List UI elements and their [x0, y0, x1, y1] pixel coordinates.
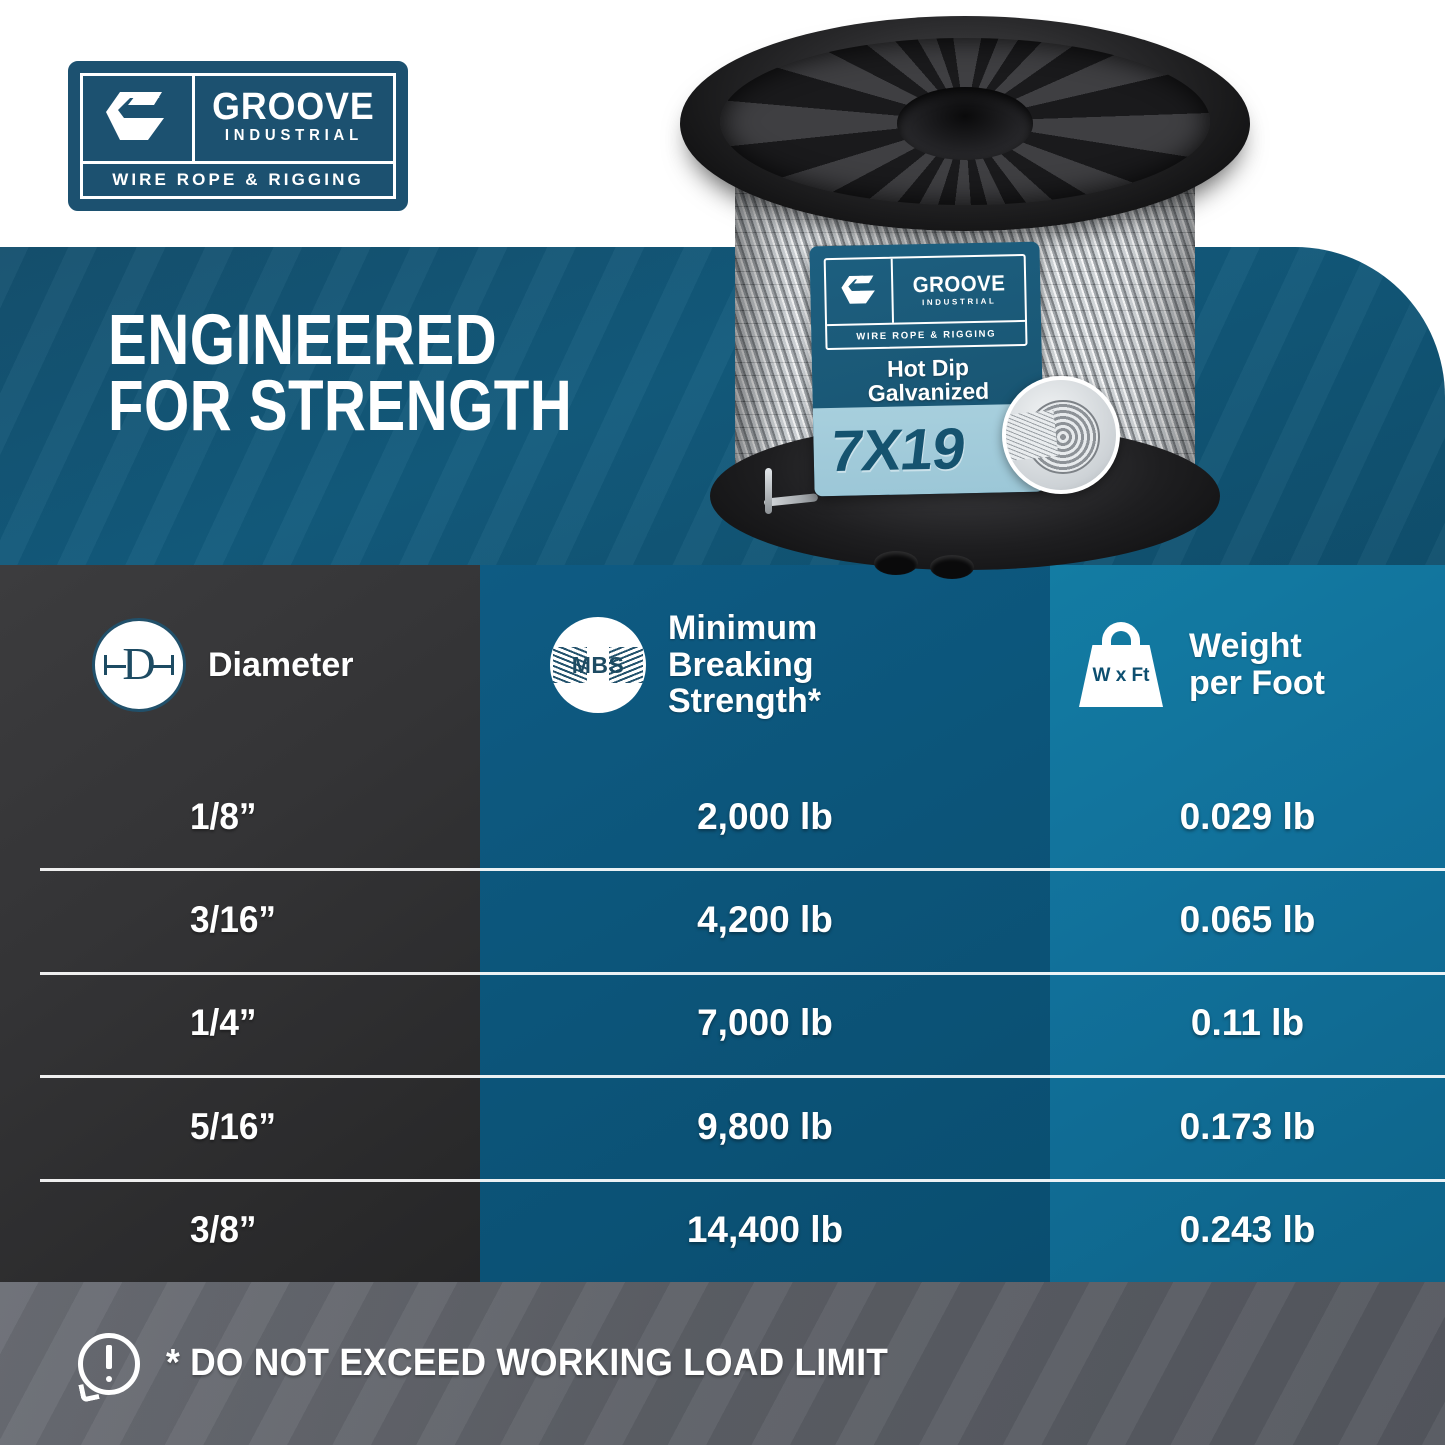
- table-row: 3/8” 14,400 lb 0.243 lb: [0, 1178, 1445, 1282]
- hero-line-2: FOR STRENGTH: [108, 367, 573, 447]
- label-brand: GROOVE: [912, 269, 1006, 297]
- mbs-icon-text: MBS: [571, 651, 625, 678]
- wire-rope-spool-photo: GROOVE INDUSTRIAL WIRE ROPE & RIGGING Ho…: [672, 6, 1257, 579]
- header-label-mbs-line-3: Strength*: [668, 682, 821, 721]
- row-divider: [40, 868, 1445, 872]
- cell-diameter: 5/16”: [190, 1105, 276, 1147]
- cable-cross-section-icon: [1002, 376, 1120, 494]
- cell-weight: 0.173 lb: [1179, 1105, 1316, 1147]
- cell-diameter: 3/8”: [190, 1209, 257, 1251]
- spool-hole-icon: [874, 551, 918, 575]
- product-label: GROOVE INDUSTRIAL WIRE ROPE & RIGGING Ho…: [809, 241, 1045, 497]
- cell-weight: 0.065 lb: [1179, 899, 1316, 941]
- cell-mbs: 4,200 lb: [697, 899, 833, 941]
- row-divider: [40, 971, 1445, 975]
- spool-hole-icon: [930, 555, 974, 579]
- column-diameter: [0, 565, 480, 1282]
- cable-pin-icon: [765, 468, 772, 514]
- cell-diameter: 1/8”: [190, 795, 257, 837]
- brand-logo: GROOVE INDUSTRIAL WIRE ROPE & RIGGING: [68, 61, 408, 211]
- groove-g-icon: [83, 76, 195, 161]
- groove-g-icon: [825, 258, 895, 325]
- row-divider: [40, 1178, 1445, 1182]
- header-label-mbs: Minimum Breaking Strength*: [668, 610, 821, 720]
- label-brand-tagline: WIRE ROPE & RIGGING: [856, 328, 997, 342]
- label-brand-sub: INDUSTRIAL: [921, 296, 997, 307]
- header-label-weight-line-2: per Foot: [1189, 664, 1325, 702]
- table-row: 3/16” 4,200 lb 0.065 lb: [0, 868, 1445, 971]
- label-construction: 7X19: [826, 416, 969, 485]
- header-cell-mbs: MBS Minimum Breaking Strength*: [480, 565, 1050, 765]
- diameter-icon-letter: D: [122, 638, 156, 690]
- footer-warning-bar: * DO NOT EXCEED WORKING LOAD LIMIT: [0, 1282, 1445, 1445]
- header-cell-weight: W x Ft Weight per Foot: [1050, 565, 1445, 765]
- cell-diameter: 3/16”: [190, 899, 276, 941]
- header-label-mbs-line-2: Breaking: [668, 645, 814, 684]
- table-row: 1/8” 2,000 lb 0.029 lb: [0, 765, 1445, 868]
- header-label-mbs-line-1: Minimum: [668, 608, 818, 647]
- logo-subtitle: INDUSTRIAL: [224, 127, 363, 145]
- header-cell-diameter: D Diameter: [0, 565, 480, 765]
- cell-weight: 0.243 lb: [1179, 1209, 1316, 1251]
- diameter-icon: D: [92, 618, 186, 712]
- spool-top-flange: [680, 16, 1250, 231]
- header-label-weight-line-1: Weight: [1189, 627, 1302, 666]
- row-divider: [40, 1075, 1445, 1079]
- logo-name: GROOVE: [212, 85, 376, 128]
- cell-weight: 0.11 lb: [1190, 1002, 1305, 1044]
- spec-table: D Diameter MBS Minimum Breaking Strength…: [0, 565, 1445, 1282]
- header-label-weight: Weight per Foot: [1189, 628, 1325, 701]
- weight-icon-text: W x Ft: [1092, 665, 1150, 686]
- cell-mbs: 7,000 lb: [697, 1002, 833, 1044]
- hero-line-1: ENGINEERED: [108, 301, 498, 380]
- logo-tagline: WIRE ROPE & RIGGING: [112, 170, 364, 189]
- cell-weight: 0.029 lb: [1179, 795, 1316, 837]
- footer-warning-text: * DO NOT EXCEED WORKING LOAD LIMIT: [166, 1342, 889, 1384]
- cell-mbs: 14,400 lb: [686, 1209, 844, 1251]
- header-label-diameter: Diameter: [208, 645, 354, 684]
- table-row: 1/4” 7,000 lb 0.11 lb: [0, 971, 1445, 1075]
- cell-mbs: 9,800 lb: [697, 1105, 833, 1147]
- weight-icon: W x Ft: [1075, 619, 1167, 711]
- cell-mbs: 2,000 lb: [697, 795, 833, 837]
- table-row: 5/16” 9,800 lb 0.173 lb: [0, 1075, 1445, 1178]
- table-header-row: D Diameter MBS Minimum Breaking Strength…: [0, 565, 1445, 765]
- page-title: ENGINEERED FOR STRENGTH: [108, 305, 616, 447]
- warning-bubble-icon: [78, 1332, 140, 1403]
- label-description-line-1: Hot Dip Galvanized: [867, 354, 990, 407]
- cell-diameter: 1/4”: [190, 1002, 257, 1044]
- mbs-icon: MBS: [550, 617, 646, 713]
- table-body: 1/8” 2,000 lb 0.029 lb 3/16” 4,200 lb 0.…: [0, 765, 1445, 1282]
